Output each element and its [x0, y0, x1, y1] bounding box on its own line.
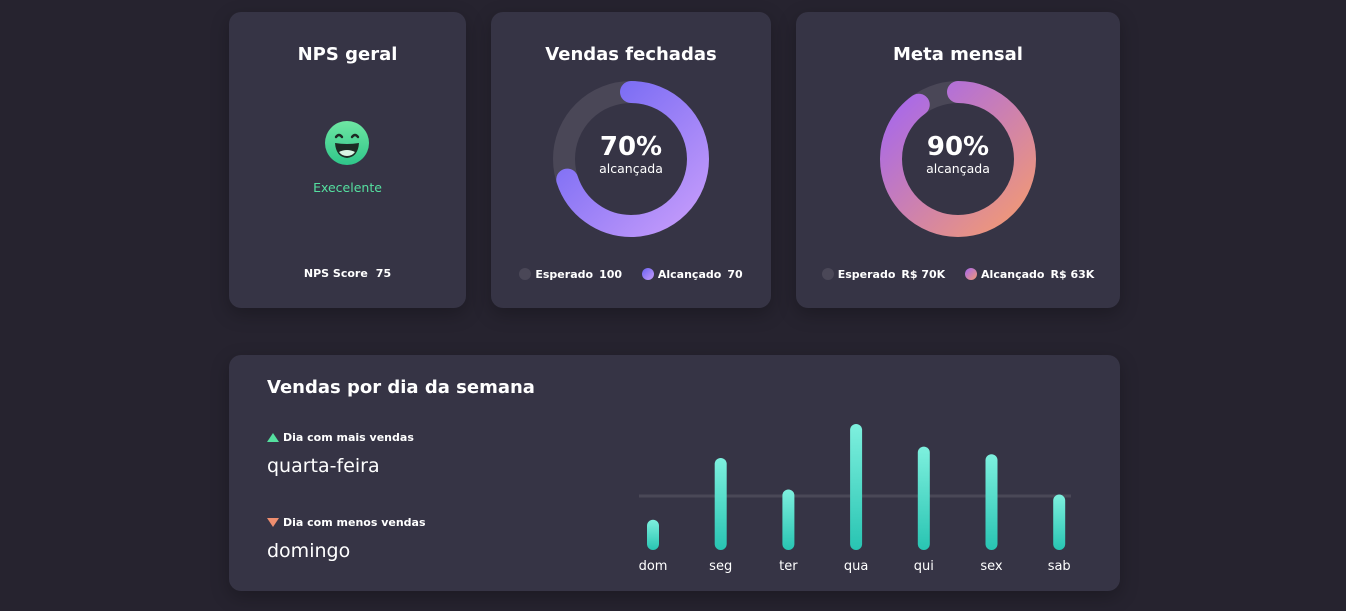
menos-vendas-label-text: Dia com menos vendas	[283, 516, 426, 529]
vendas-donut	[553, 81, 709, 237]
meta-donut-arc	[880, 81, 1036, 237]
nps-score-label: NPS Score	[303, 267, 368, 280]
legend-alcancado: Alcançado R$ 63K	[965, 267, 1095, 281]
tick-label-qui: qui	[914, 559, 934, 574]
nps-status: Execelente	[313, 180, 382, 195]
weekday-bar-chart: dom seg ter qua qui sex sab	[639, 424, 1071, 574]
nps-score: NPS Score 75	[229, 267, 466, 280]
semana-title: Vendas por dia da semana	[267, 377, 535, 398]
vendas-sub: alcançada	[599, 161, 663, 176]
bar-qua	[850, 424, 863, 550]
vendas-semana-card: Vendas por dia da semana Dia com mais ve…	[229, 355, 1120, 591]
vendas-legend: Esperado 100 Alcançado 70	[491, 267, 771, 281]
nps-title: NPS geral	[297, 44, 398, 65]
tick-label-sex: sex	[980, 559, 1003, 574]
bar-ter	[782, 489, 795, 550]
legend-esperado: Esperado 100	[519, 267, 623, 281]
meta-donut	[880, 81, 1036, 237]
bar-sab	[1053, 494, 1066, 550]
legend-value: R$ 70K	[901, 267, 946, 281]
tick-label-seg: seg	[709, 559, 732, 574]
mais-vendas-value: quarta-feira	[267, 455, 380, 477]
meta-percent: 90%	[926, 132, 990, 162]
legend-alcancado: Alcançado 70	[641, 267, 743, 281]
legend-value: 100	[599, 267, 623, 281]
legend-dot-esperado	[821, 267, 834, 280]
nps-card: NPS geral Execelente NPS Score 75	[229, 12, 466, 308]
legend-value: 70	[727, 267, 743, 281]
smiling-face-icon	[325, 121, 369, 165]
arrow-down-icon	[267, 517, 279, 527]
arrow-up-icon	[267, 432, 279, 442]
bar-qui	[917, 446, 930, 550]
vendas-title: Vendas fechadas	[545, 44, 717, 65]
tick-label-sab: sab	[1048, 559, 1071, 574]
bar-sex	[985, 454, 998, 550]
nps-score-value: 75	[375, 267, 392, 280]
bar-seg	[714, 458, 727, 550]
mais-vendas-label: Dia com mais vendas	[267, 431, 414, 444]
vendas-percent: 70%	[599, 132, 663, 162]
legend-label: Alcançado	[657, 267, 722, 281]
meta-mensal-card: Meta mensal 90% alcançada Esperado R$ 70K…	[796, 12, 1120, 308]
vendas-fechadas-card: Vendas fechadas 70% alcançada Esperado 10…	[491, 12, 771, 308]
vendas-donut-label: 70% alcançada	[550, 132, 712, 176]
bar-dom	[647, 519, 659, 550]
tick-label-qua: qua	[844, 559, 868, 574]
legend-dot-esperado	[519, 267, 532, 280]
legend-label: Alcançado	[981, 267, 1045, 281]
meta-donut-label: 90% alcançada	[877, 132, 1039, 176]
menos-vendas-label: Dia com menos vendas	[267, 516, 426, 529]
meta-sub: alcançada	[926, 161, 990, 176]
legend-label: Esperado	[837, 267, 896, 281]
legend-dot-alcancado	[641, 267, 654, 280]
legend-esperado: Esperado R$ 70K	[821, 267, 946, 281]
menos-vendas-value: domingo	[267, 540, 351, 562]
meta-legend: Esperado R$ 70K Alcançado R$ 63K	[796, 267, 1120, 281]
legend-value: R$ 63K	[1050, 267, 1095, 281]
mais-vendas-label-text: Dia com mais vendas	[283, 431, 414, 444]
legend-dot-alcancado	[965, 267, 978, 280]
meta-title: Meta mensal	[893, 44, 1023, 65]
vendas-donut-arc	[553, 81, 709, 237]
tick-label-dom: dom	[639, 559, 667, 574]
legend-label: Esperado	[535, 267, 594, 281]
tick-label-ter: ter	[779, 559, 798, 574]
